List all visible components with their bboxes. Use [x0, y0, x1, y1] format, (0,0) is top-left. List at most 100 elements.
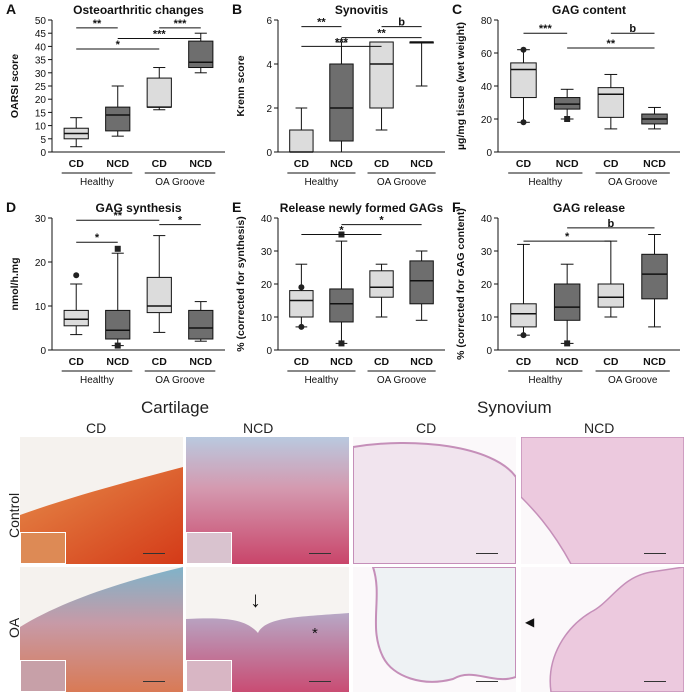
- panel-b-category-label: CD: [294, 158, 310, 170]
- panel-c-group-label: OA Groove: [608, 177, 658, 188]
- panel-e-letter: E: [232, 199, 241, 215]
- panel-c-significance-label: **: [607, 38, 616, 50]
- panel-a-group-label: OA Groove: [155, 177, 205, 188]
- panel-c-category-label: CD: [603, 158, 619, 170]
- panel-e-box-1: [329, 288, 354, 323]
- panel-a-category-label: NCD: [189, 158, 212, 170]
- panel-a-y-tick-label: 25: [35, 82, 47, 93]
- panel-a-significance-label: *: [116, 39, 121, 51]
- scale-bar: [476, 553, 498, 554]
- panel-f-outlier: [520, 332, 527, 339]
- panel-d-y-tick-label: 0: [40, 346, 46, 357]
- panel-f-y-tick-label: 20: [481, 280, 493, 291]
- panel-e-category-label: NCD: [410, 356, 433, 368]
- panel-b-title: Synovitis: [335, 3, 389, 17]
- scale-bar: [644, 553, 666, 554]
- panel-e-category-label: CD: [294, 356, 310, 368]
- panel-c-group-label: Healthy: [528, 177, 562, 188]
- panel-a-group-label: Healthy: [80, 177, 114, 188]
- panel-f-category-label: NCD: [556, 356, 579, 368]
- panel-e-group-label: OA Groove: [377, 375, 427, 386]
- panel-e-group-label: Healthy: [304, 375, 338, 386]
- panel-f-box-3: [641, 253, 668, 300]
- panel-f-y-tick-label: 30: [481, 247, 493, 258]
- scale-bar: [143, 553, 165, 554]
- box-plot-figure: A Osteoarthritic changes05101520253035404…: [6, 1, 680, 386]
- panel-e-outlier: [338, 340, 345, 347]
- micrograph-image: [353, 437, 516, 564]
- panel-d-y-tick-label: 10: [35, 302, 47, 313]
- micrograph-synovium-ncd-oa: ◀: [521, 567, 684, 692]
- panel-c-box-1: [553, 97, 581, 110]
- panel-a-significance-label: ***: [174, 18, 188, 30]
- panel-f-y-tick-label: 10: [481, 313, 493, 324]
- panel-f-y-label: % (corrected for GAG content): [455, 208, 467, 360]
- panel-e-category-label: NCD: [330, 356, 353, 368]
- panel-c-letter: C: [452, 1, 462, 17]
- panel-c-category-label: NCD: [643, 158, 666, 170]
- panel-d-category-label: NCD: [106, 356, 129, 368]
- panel-b-box-1: [329, 63, 354, 142]
- panel-a-significance-label: **: [93, 18, 102, 30]
- micrograph-cartilage-ncd-control: [186, 437, 349, 564]
- micrograph-cartilage-cd-oa: [20, 567, 183, 692]
- column-label-synovium-ncd: NCD: [584, 420, 615, 436]
- panel-a-category-label: CD: [69, 158, 85, 170]
- synovium-section-title: Synovium: [477, 398, 552, 417]
- panel-a-significance-label: ***: [153, 28, 167, 40]
- panel-f-outlier: [564, 340, 571, 347]
- panel-f-y-tick-label: 0: [486, 346, 492, 357]
- panel-f-letter: F: [452, 199, 461, 215]
- panel-a-y-tick-label: 15: [35, 108, 47, 119]
- panel-b-y-tick-label: 2: [266, 104, 272, 115]
- panel-a-box-1: [105, 106, 131, 132]
- panel-e-outlier: [298, 323, 305, 330]
- scale-bar: [143, 681, 165, 682]
- panel-d-significance-label: *: [95, 232, 100, 244]
- panel-c-outlier: [520, 46, 527, 53]
- scale-bar: [309, 681, 331, 682]
- panel-e-y-tick-label: 20: [261, 280, 273, 291]
- micrograph-cartilage-cd-control: [20, 437, 183, 564]
- panel-b-group-label: Healthy: [304, 177, 338, 188]
- panel-f-y-tick-label: 40: [481, 214, 493, 225]
- panel-e-significance-label: *: [379, 215, 384, 227]
- micrograph-image: [353, 567, 516, 692]
- panel-f-box-0: [510, 303, 537, 328]
- panel-b-significance-label: b: [398, 17, 405, 29]
- panel-b-box-2: [369, 41, 394, 109]
- arrowhead-marker: ◀: [525, 615, 535, 629]
- panel-a-letter: A: [6, 1, 16, 17]
- panel-c-box-0: [510, 62, 537, 99]
- panel-b-box-0: [289, 129, 314, 153]
- panel-f-group-label: Healthy: [528, 375, 562, 386]
- panel-c-category-label: CD: [516, 158, 532, 170]
- micrograph-inset: [20, 660, 66, 692]
- panel-c-y-tick-label: 80: [481, 16, 493, 27]
- panel-f-category-label: CD: [516, 356, 532, 368]
- panel-f-significance-label: b: [607, 218, 614, 230]
- micrograph-image: [521, 567, 684, 692]
- micrograph-inset: [186, 660, 232, 692]
- panel-a-y-tick-label: 35: [35, 56, 47, 67]
- panel-d-box-3: [188, 309, 214, 340]
- panel-b-y-tick-label: 6: [266, 16, 272, 27]
- panel-b-letter: B: [232, 1, 242, 17]
- panel-a-y-tick-label: 30: [35, 69, 47, 80]
- panel-e-y-tick-label: 0: [266, 346, 272, 357]
- panel-e-y-tick-label: 40: [261, 214, 273, 225]
- panel-f-significance-label: *: [565, 231, 570, 243]
- panel-b-significance-label: **: [377, 28, 386, 40]
- panel-d-box-2: [146, 276, 172, 314]
- micrograph-inset: [20, 532, 66, 564]
- panel-d-group-label: Healthy: [80, 375, 114, 386]
- panel-c-significance-label: ***: [539, 23, 553, 35]
- panel-b-group-label: OA Groove: [377, 177, 427, 188]
- micrograph-synovium-cd-control: [353, 437, 516, 564]
- panel-f-title: GAG release: [553, 201, 625, 215]
- panel-a-y-tick-label: 0: [40, 148, 46, 159]
- column-label-cartilage-ncd: NCD: [243, 420, 274, 436]
- column-label-cartilage-cd: CD: [86, 420, 107, 436]
- panel-c-outlier: [520, 119, 527, 126]
- micrograph-inset: [186, 532, 232, 564]
